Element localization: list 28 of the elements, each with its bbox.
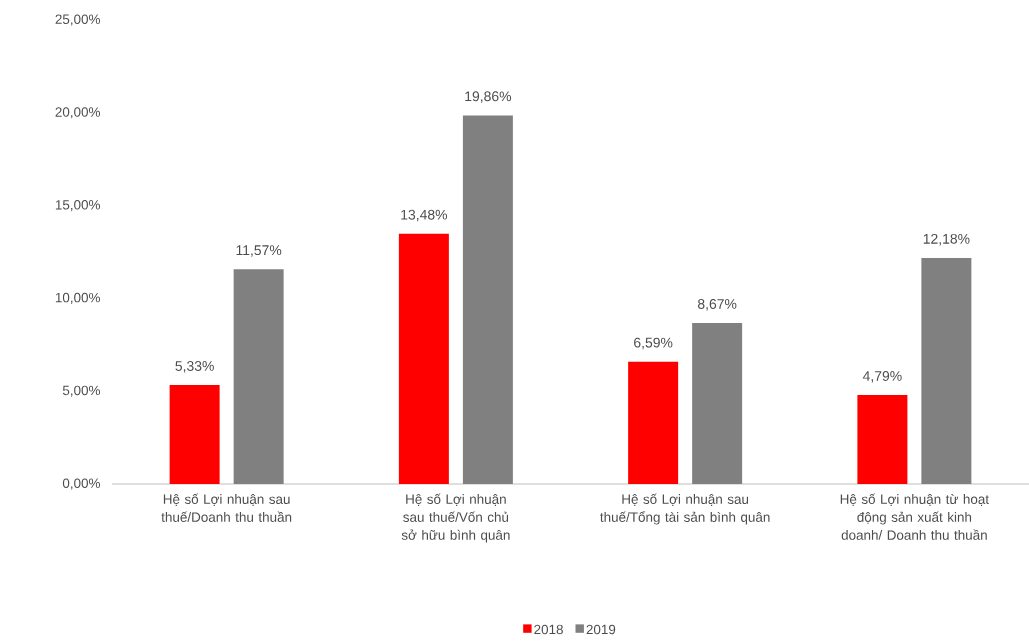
legend-label: 2018 bbox=[534, 624, 563, 635]
bar bbox=[169, 385, 220, 484]
y-tick-label: 5,00% bbox=[62, 385, 100, 397]
y-tick-label: 0,00% bbox=[62, 478, 100, 490]
bar bbox=[233, 269, 284, 484]
y-tick-label: 25,00% bbox=[55, 14, 100, 26]
data-label: 4,79% bbox=[862, 371, 902, 383]
legend-label: 2019 bbox=[586, 624, 616, 635]
data-label: 5,33% bbox=[175, 361, 214, 373]
bar bbox=[398, 233, 449, 484]
y-tick-label: 10,00% bbox=[55, 292, 100, 304]
bar bbox=[921, 257, 972, 484]
data-label: 13,48% bbox=[401, 209, 448, 222]
data-label: 11,57% bbox=[236, 245, 282, 257]
data-label: 19,86% bbox=[465, 91, 512, 103]
data-label: 6,59% bbox=[634, 337, 673, 350]
bar bbox=[462, 115, 513, 484]
x-tick-label: Hệ số Lợi nhuận sau thuế/Doanh thu thuần bbox=[161, 493, 292, 522]
data-label: 12,18% bbox=[923, 233, 970, 246]
x-tick-label: Hệ số Lợi nhuận sau thuế/Vốn chủ sở hữu bình quân bbox=[401, 493, 510, 543]
data-label: 8,67% bbox=[697, 299, 737, 311]
x-tick-label: Hệ số Lợi nhuận sau thuế/Tổng tài sản bình quân bbox=[600, 493, 770, 525]
y-tick-label: 20,00% bbox=[55, 107, 100, 119]
bar bbox=[628, 361, 679, 484]
x-tick-label: Hệ số Lợi nhuận từ hoạt động sản xuất kinh doanh/ Doanh thu thuần bbox=[840, 493, 989, 540]
y-tick-label: 15,00% bbox=[55, 200, 100, 212]
bar bbox=[692, 323, 743, 484]
bar bbox=[857, 395, 908, 484]
